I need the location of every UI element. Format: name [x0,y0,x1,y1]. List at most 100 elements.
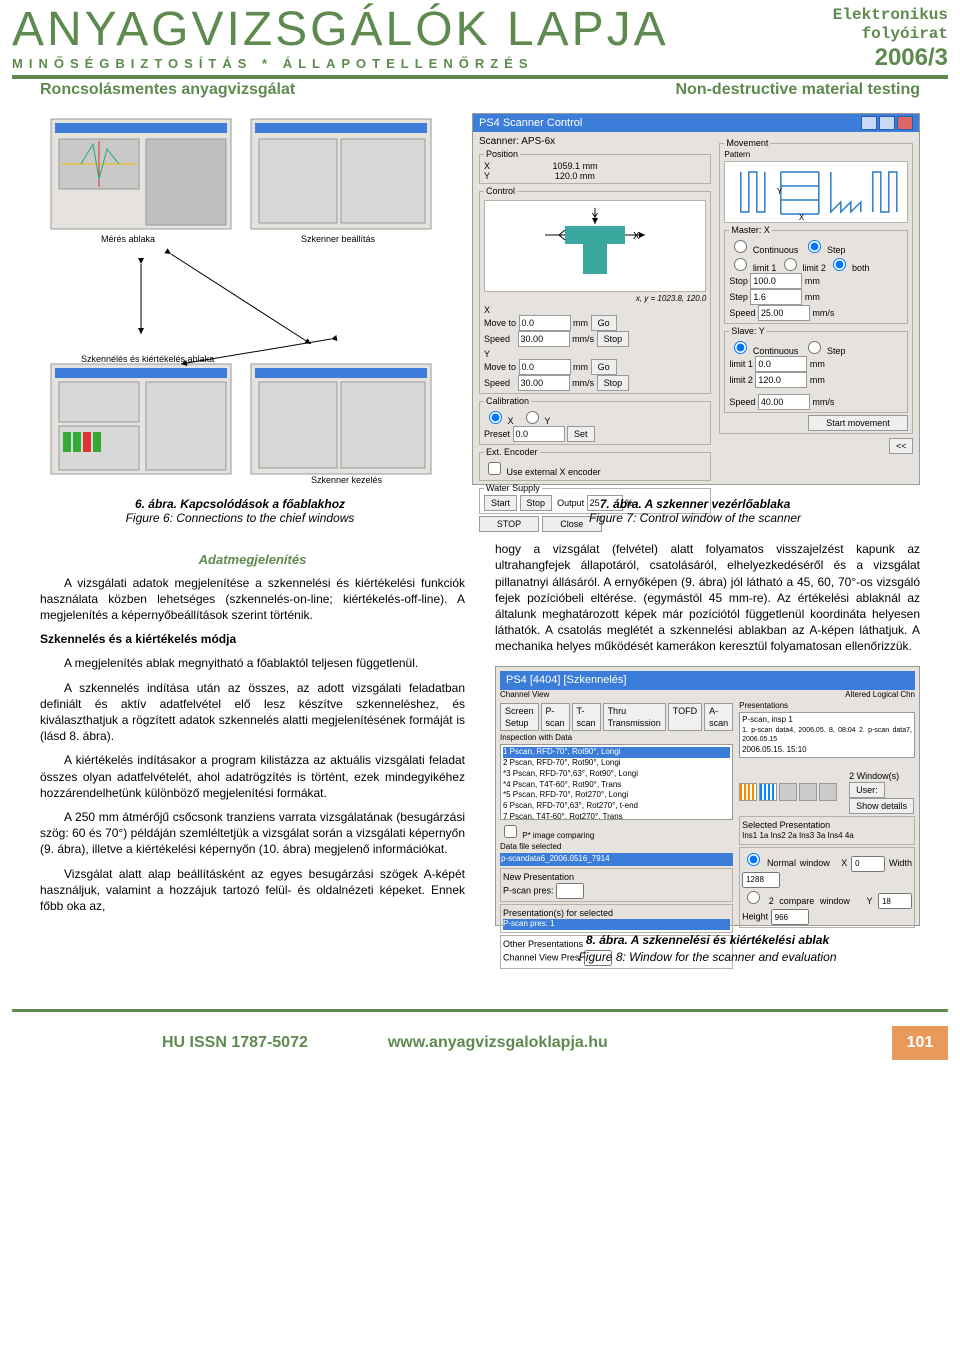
start-movement-button[interactable]: Start movement [808,415,908,431]
y-go-button[interactable]: Go [591,359,617,375]
cal-x-radio[interactable] [489,411,502,424]
set-button[interactable]: Set [567,426,595,442]
pimage-checkbox[interactable] [504,825,517,838]
compare-radio[interactable] [747,891,760,904]
thumb-icon[interactable] [739,783,757,801]
list-item[interactable]: 7 Pscan, T4T-60°, Rot270°, Trans [503,812,730,820]
x-moveto-input[interactable] [519,315,571,331]
tab-ascan[interactable]: A-scan [704,703,733,731]
step-label: Step [827,245,846,255]
x-go-button[interactable]: Go [591,315,617,331]
list-item[interactable]: *3 Pscan, RFD-70°,63°, Rot90°, Longi [503,769,730,780]
masthead-left: ANYAGVIZSGÁLÓK LAPJA MINŐSÉGBIZTOSÍTÁS *… [12,6,669,71]
p2: A megjelenítés ablak megnyitható a főabl… [40,655,465,671]
cal-y-radio[interactable] [526,411,539,424]
list-item[interactable]: 2006.05.15. 15:10 [742,745,912,756]
thumb-icon[interactable] [779,783,797,801]
mx-lim1-radio[interactable] [734,258,747,271]
thumb-icon[interactable] [759,783,777,801]
list-item[interactable]: P-scan, insp 1 [742,715,912,726]
y-speed-row: Speed mm/s Stop [484,375,706,391]
scanner-diagram: Y X [484,200,706,292]
master-x-panel: Master: X Continuous Step limit 1 limit … [724,225,908,324]
list-item[interactable]: *4 Pscan, T4T-60°, Rot90°, Trans [503,780,730,791]
list-item[interactable]: 2 Pscan, RFD-70°, Rot90°, Longi [503,758,730,769]
subheader-right: Non-destructive material testing [676,81,921,99]
tab-tofd[interactable]: TOFD [668,703,702,731]
preset-label: Preset [484,429,510,439]
mx-both-radio[interactable] [833,258,846,271]
x-stop-button[interactable]: Stop [597,331,630,347]
preset-input[interactable] [513,426,565,442]
y-input[interactable] [878,893,912,909]
selected-pres-panel: Selected Presentation Ins1 1a Ins2 2a In… [739,816,915,845]
list-item[interactable]: 1 Pscan, RFD-70°, Rot90°, Longi [503,747,730,758]
ext-enc-label: Ext. Encoder [484,447,540,457]
tab-thru[interactable]: Thru Transmission [603,703,666,731]
presentation-list[interactable]: P-scan, insp 1 1. p-scan data4, 2006.05.… [739,712,915,758]
x-speed-input[interactable] [518,331,570,347]
user-button[interactable]: User: [849,782,885,798]
mm8: mm [810,375,825,385]
both-label: both [852,263,870,273]
y-value: 120.0 [555,171,578,181]
tab-tscan[interactable]: T-scan [572,703,601,731]
step-label2: Step [827,346,846,356]
mx-step-input[interactable] [750,289,802,305]
x-input[interactable] [851,856,885,872]
selpres-label: Selected Presentation [742,819,912,831]
x-moveto-row: Move to mm Go [484,315,706,331]
ins-label: Ins1 1a Ins2 2a Ins3 3a Ins4 4a [742,831,912,842]
control-panel: Control Y X [479,186,711,394]
ext-enc-checkbox[interactable] [488,462,501,475]
y-row: Y [484,349,706,359]
w-input[interactable] [742,872,780,888]
pres-sel-item[interactable]: P-scan pres: 1 [503,919,730,930]
y-speed-input[interactable] [518,375,570,391]
mm6: mm [805,292,820,302]
y-moveto-input[interactable] [519,359,571,375]
newpres-panel: New Presentation P-scan pres: [500,868,733,902]
figure-7: PS4 Scanner Control Scanner: APS-6x Posi… [472,113,920,485]
thumb-icon[interactable] [819,783,837,801]
thumb-icon[interactable] [799,783,817,801]
normal-radio[interactable] [747,853,760,866]
mx-step-radio[interactable] [808,240,821,253]
sy-lim1-input[interactable] [755,356,807,372]
y-stop-button[interactable]: Stop [597,375,630,391]
fig8-tabs[interactable]: Screen Setup P-scan T-scan Thru Transmis… [500,703,733,731]
fig7-cap-hu: 7. ábra. A szkenner vezérlőablaka [600,497,791,511]
expand-button[interactable]: << [889,438,913,454]
sy-lim2-input[interactable] [755,372,807,388]
pscanpres-input[interactable] [556,883,584,899]
pres-sel-label: Presentation(s) for selected [503,907,730,919]
journal-subtitle: MINŐSÉGBIZTOSÍTÁS * ÁLLAPOTELLENŐRZÉS [12,56,669,71]
mx-lim2-radio[interactable] [784,258,797,271]
ylbl: Y [867,896,873,906]
page-number: 101 [892,1026,948,1060]
cont-label: Continuous [753,245,799,255]
tab-screen[interactable]: Screen Setup [500,703,539,731]
wlbl: Width [889,858,912,868]
mx-cont-radio[interactable] [734,240,747,253]
fig8-cap-en: Figure 8: Window for the scanner and eva… [578,950,836,964]
altlogical-label: Altered Logical Chn [739,690,915,701]
mx-stop-input[interactable] [750,273,802,289]
sy-speed-input[interactable] [758,394,810,410]
sy-cont-radio[interactable] [734,341,747,354]
moveto-label2: Move to [484,362,516,372]
figure-7-caption: 7. ábra. A szkenner vezérlőablaka Figure… [470,497,920,525]
mx-speed-input[interactable] [758,305,810,321]
fig7-title: PS4 Scanner Control [479,117,582,129]
list-item[interactable]: *5 Pscan, RFD-70°, Rot270°, Longi [503,790,730,801]
tab-pscan[interactable]: P-scan [541,703,570,731]
sy-step-radio[interactable] [808,341,821,354]
showdet-button[interactable]: Show details [849,798,914,814]
window-buttons[interactable] [861,116,913,130]
list-item[interactable]: 6 Pscan, RFD-70°,63°, Rot270°, t-end [503,801,730,812]
mx-speed-label: Speed [729,308,755,318]
inspection-list[interactable]: 1 Pscan, RFD-70°, Rot90°, Longi 2 Pscan,… [500,744,733,820]
speed-label2: Speed [484,378,510,388]
h-input[interactable] [771,909,809,925]
calibration-panel: Calibration X Y Preset Set [479,396,711,445]
